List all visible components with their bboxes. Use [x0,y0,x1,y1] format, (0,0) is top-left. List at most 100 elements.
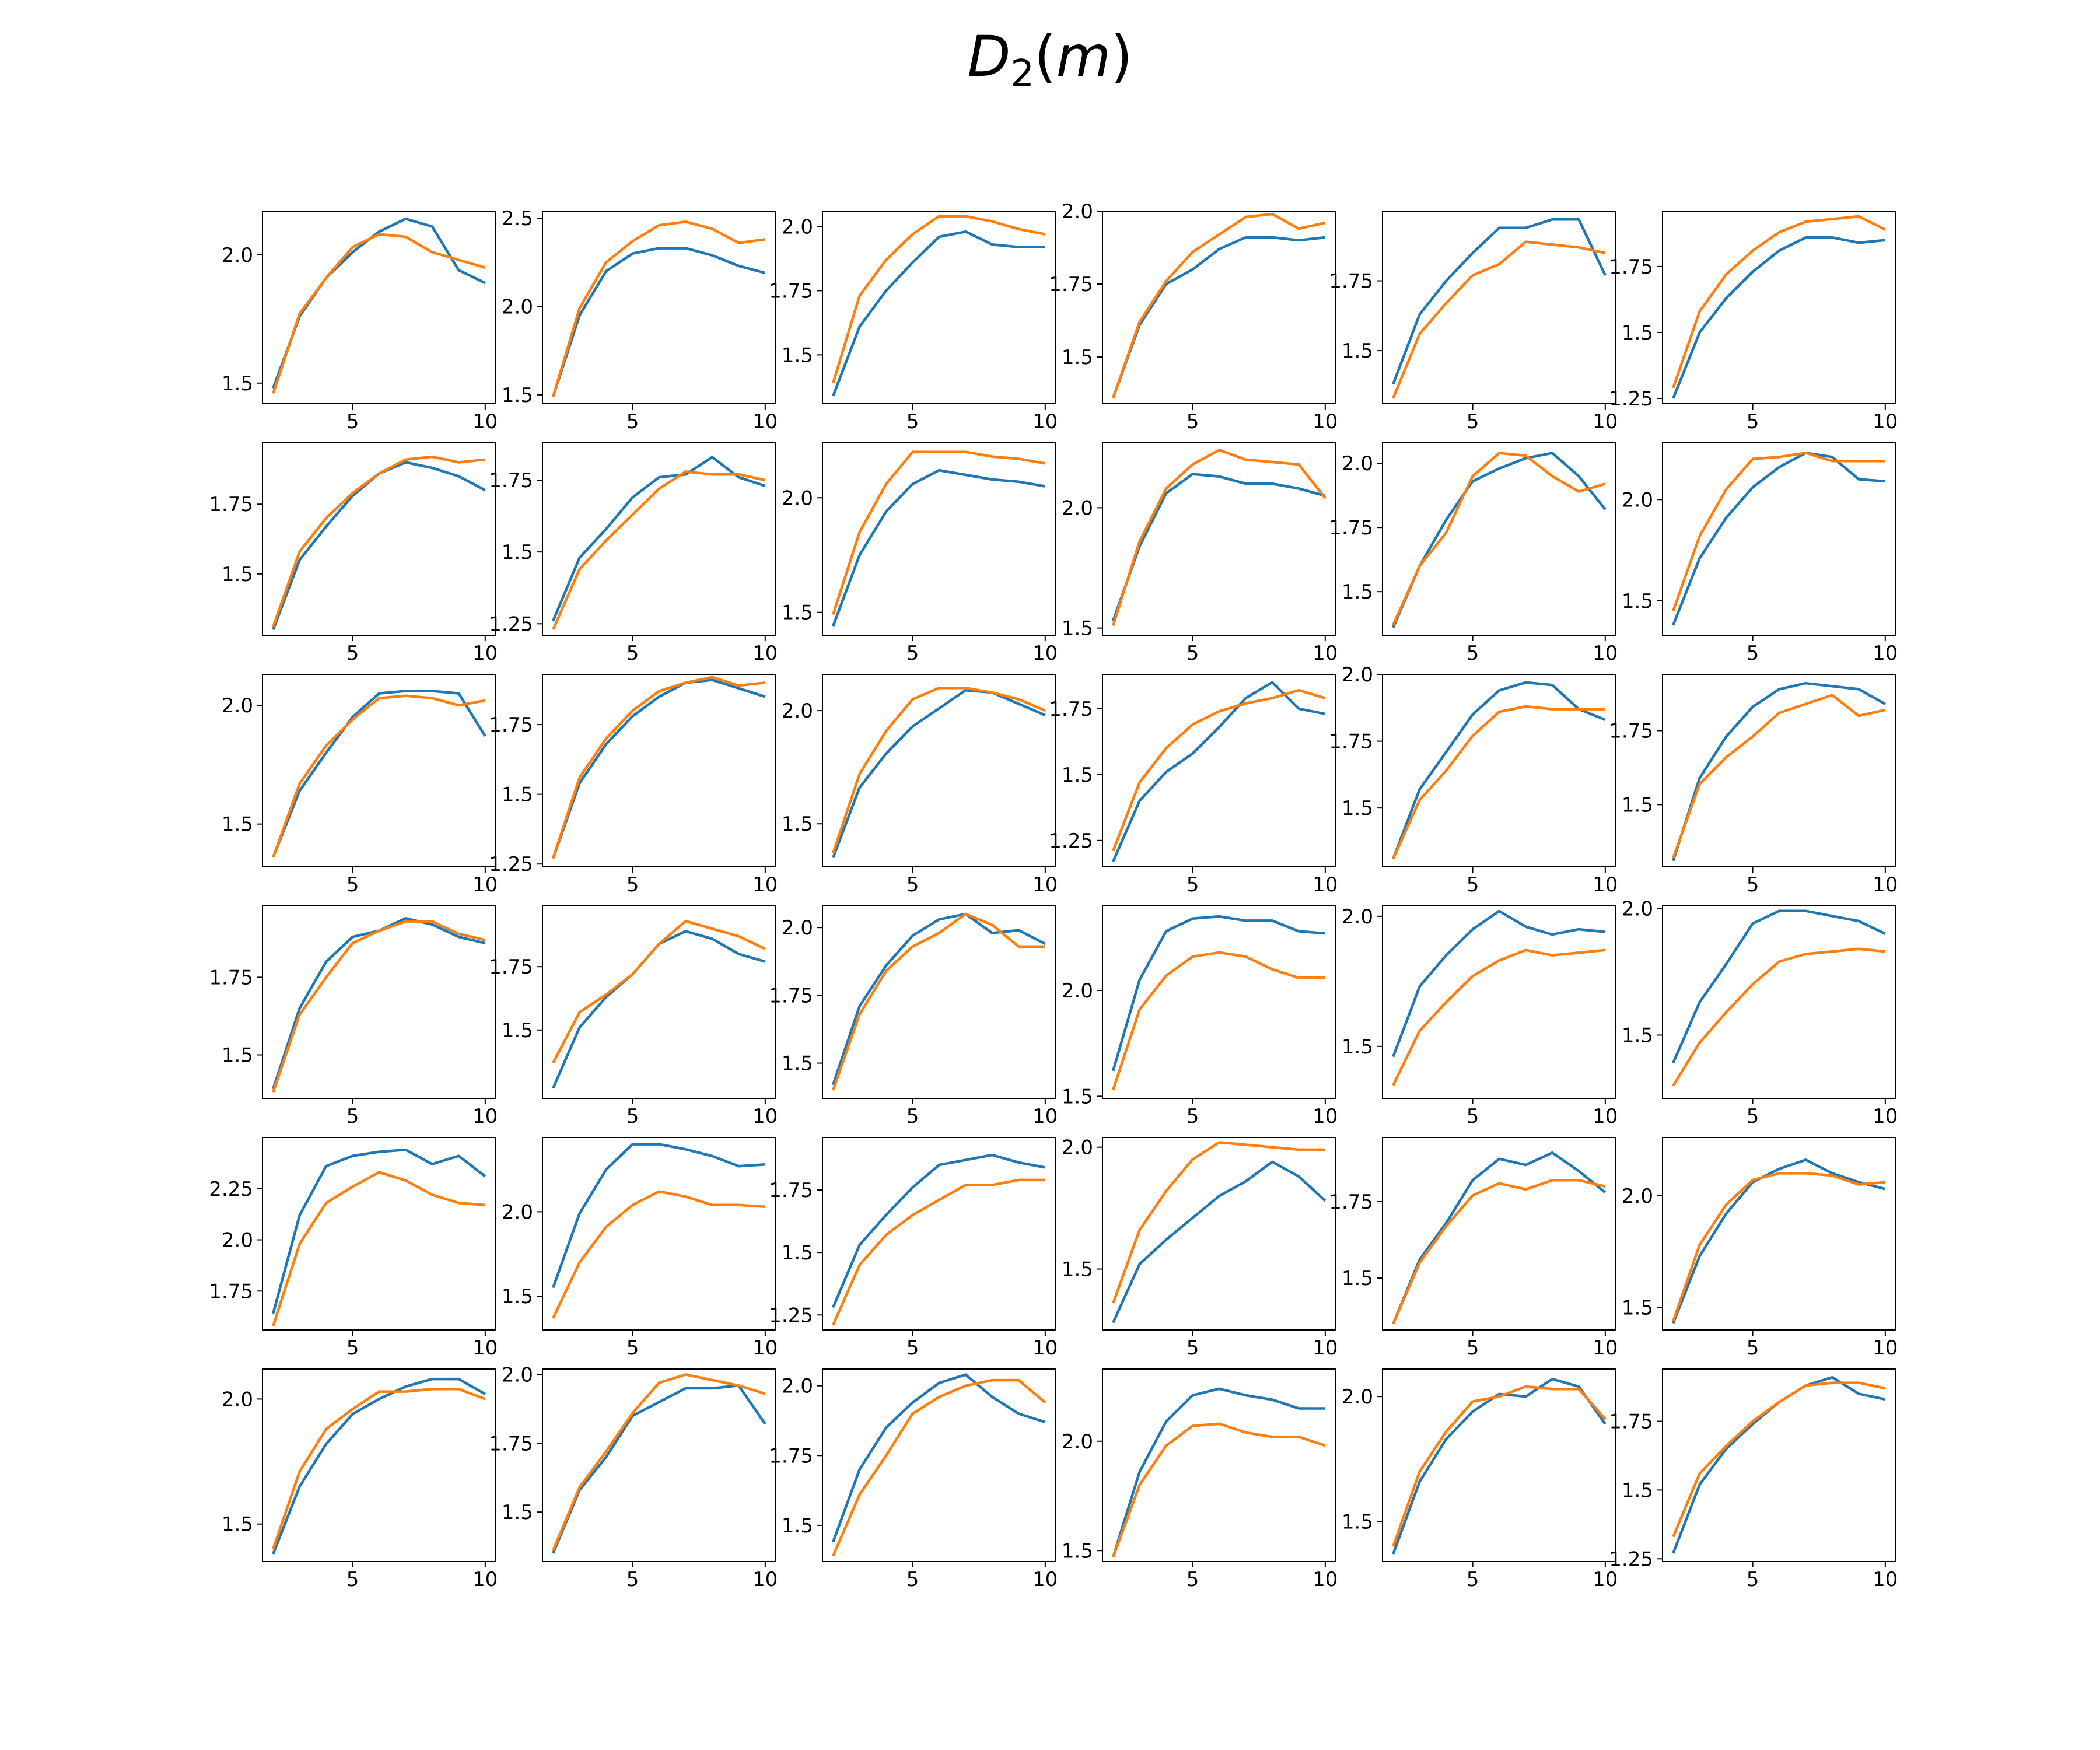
x-tick-label: 10 [1312,873,1338,897]
series-2-line [1392,452,1606,626]
series-1-line [1112,915,1325,1072]
x-tick-label: 5 [1466,1568,1479,1591]
x-tick-label: 10 [752,642,778,665]
figure-title: D2(m) [967,24,1133,96]
x-tick-label: 10 [1592,410,1618,433]
x-tick-label: 10 [1312,1336,1338,1360]
subplot-1-1: 5 10 1.5 2.0 [222,211,498,433]
y-tick-label: 2.0 [782,215,813,239]
plot-background [262,211,496,404]
series-2-line [832,912,1045,1091]
y-tick-label: 2.0 [1622,897,1653,921]
y-tick-label: 1.25 [1049,830,1093,853]
plot-background [1662,1369,1896,1562]
plot-background [1382,906,1616,1098]
plot-background [1662,1138,1896,1330]
x-tick-label: 5 [1746,1336,1759,1360]
x-tick-label: 10 [1592,873,1618,897]
x-tick-label: 5 [1186,1568,1199,1591]
series-1-line [832,1153,1046,1308]
axes-frame [262,211,496,404]
x-tick-label: 10 [1873,1105,1898,1128]
axes-frame [262,1137,496,1331]
axes-frame [542,1137,776,1331]
y-tick-label: 1.5 [1062,617,1093,640]
plot-background [542,211,776,404]
series-2-line [1112,212,1326,398]
y-tick-label: 1.5 [1062,764,1093,787]
series-1-line [1672,452,1885,626]
plot-background [542,443,776,635]
x-tick-label: 10 [1873,410,1898,433]
series-2-line [552,676,766,859]
x-tick-label: 5 [1746,873,1759,897]
series-2-line [832,1178,1045,1326]
x-tick-label: 10 [473,1336,498,1360]
y-tick-label: 1.5 [502,1019,533,1042]
y-tick-label: 1.5 [1342,1510,1373,1534]
plot-background [262,674,496,867]
x-tick-label: 10 [1032,410,1058,433]
x-tick-label: 5 [346,410,359,433]
series-1-line [1392,452,1606,628]
subplot-2-5: 5 10 1.5 1.75 2.0 [1329,442,1618,665]
series-1-line [832,1373,1046,1543]
series-1-line [272,1148,487,1314]
series-1-line [1672,681,1886,862]
x-tick-label: 5 [626,1336,639,1360]
axes-frame [822,211,1056,404]
y-tick-label: 2.25 [209,1178,253,1201]
subplot-4-4: 5 10 1.5 2.0 [1062,905,1338,1128]
plot-background [1382,211,1616,404]
subplot-5-3: 5 10 1.25 1.5 1.75 [769,1137,1058,1360]
subplot-4-1: 5 10 1.5 1.75 [209,905,498,1128]
x-tick-label: 10 [752,410,778,433]
series-2-line [552,1373,766,1551]
series-1-line [1392,218,1606,385]
y-tick-label: 2.0 [1062,979,1093,1003]
y-tick-label: 1.5 [1622,793,1653,817]
subplot-5-2: 5 10 1.5 2.0 [502,1137,778,1360]
y-tick-label: 2.5 [502,207,533,230]
plot-background [262,1138,496,1330]
y-tick-label: 2.0 [1342,1385,1373,1409]
y-tick-label: 2.0 [1062,1430,1093,1454]
axes-frame [262,674,496,867]
x-tick-label: 5 [346,873,359,897]
y-tick-label: 1.5 [1622,1024,1653,1047]
axes-frame [542,211,776,404]
y-tick-label: 2.0 [1622,1185,1653,1208]
series-1-line [1112,1160,1326,1324]
x-tick-label: 10 [1312,1568,1338,1591]
series-2-line [552,1190,765,1319]
axes-frame [1662,674,1896,867]
x-tick-label: 5 [907,1105,919,1128]
y-tick-label: 1.25 [769,1304,813,1327]
x-tick-label: 5 [346,642,359,665]
axes-frame [822,442,1056,636]
series-2-line [1112,688,1326,852]
y-tick-label: 1.5 [502,783,533,807]
series-2-line [1672,947,1886,1087]
subplot-1-2: 5 10 1.5 2.0 2.5 [502,207,778,433]
subplot-6-5: 5 10 1.5 2.0 [1342,1368,1618,1591]
x-tick-label: 10 [473,1568,498,1591]
y-tick-label: 2.0 [782,916,813,940]
plot-background [1102,443,1336,635]
plot-background [822,1138,1056,1330]
axes-frame [542,674,776,867]
subplot-5-4: 5 10 1.5 2.0 [1062,1136,1338,1360]
axes-frame [1382,1137,1616,1331]
series-1-line [832,688,1046,859]
series-2-line [272,1388,486,1550]
x-tick-label: 10 [1592,1336,1618,1360]
subplot-3-6: 5 10 1.5 1.75 [1609,674,1898,897]
y-tick-label: 1.5 [1062,1539,1093,1563]
x-tick-label: 5 [346,1568,359,1591]
x-tick-label: 5 [346,1105,359,1128]
y-tick-label: 1.75 [1329,516,1373,540]
y-tick-label: 1.5 [782,1241,813,1265]
x-tick-label: 10 [1032,1568,1058,1591]
x-tick-label: 10 [473,873,498,897]
